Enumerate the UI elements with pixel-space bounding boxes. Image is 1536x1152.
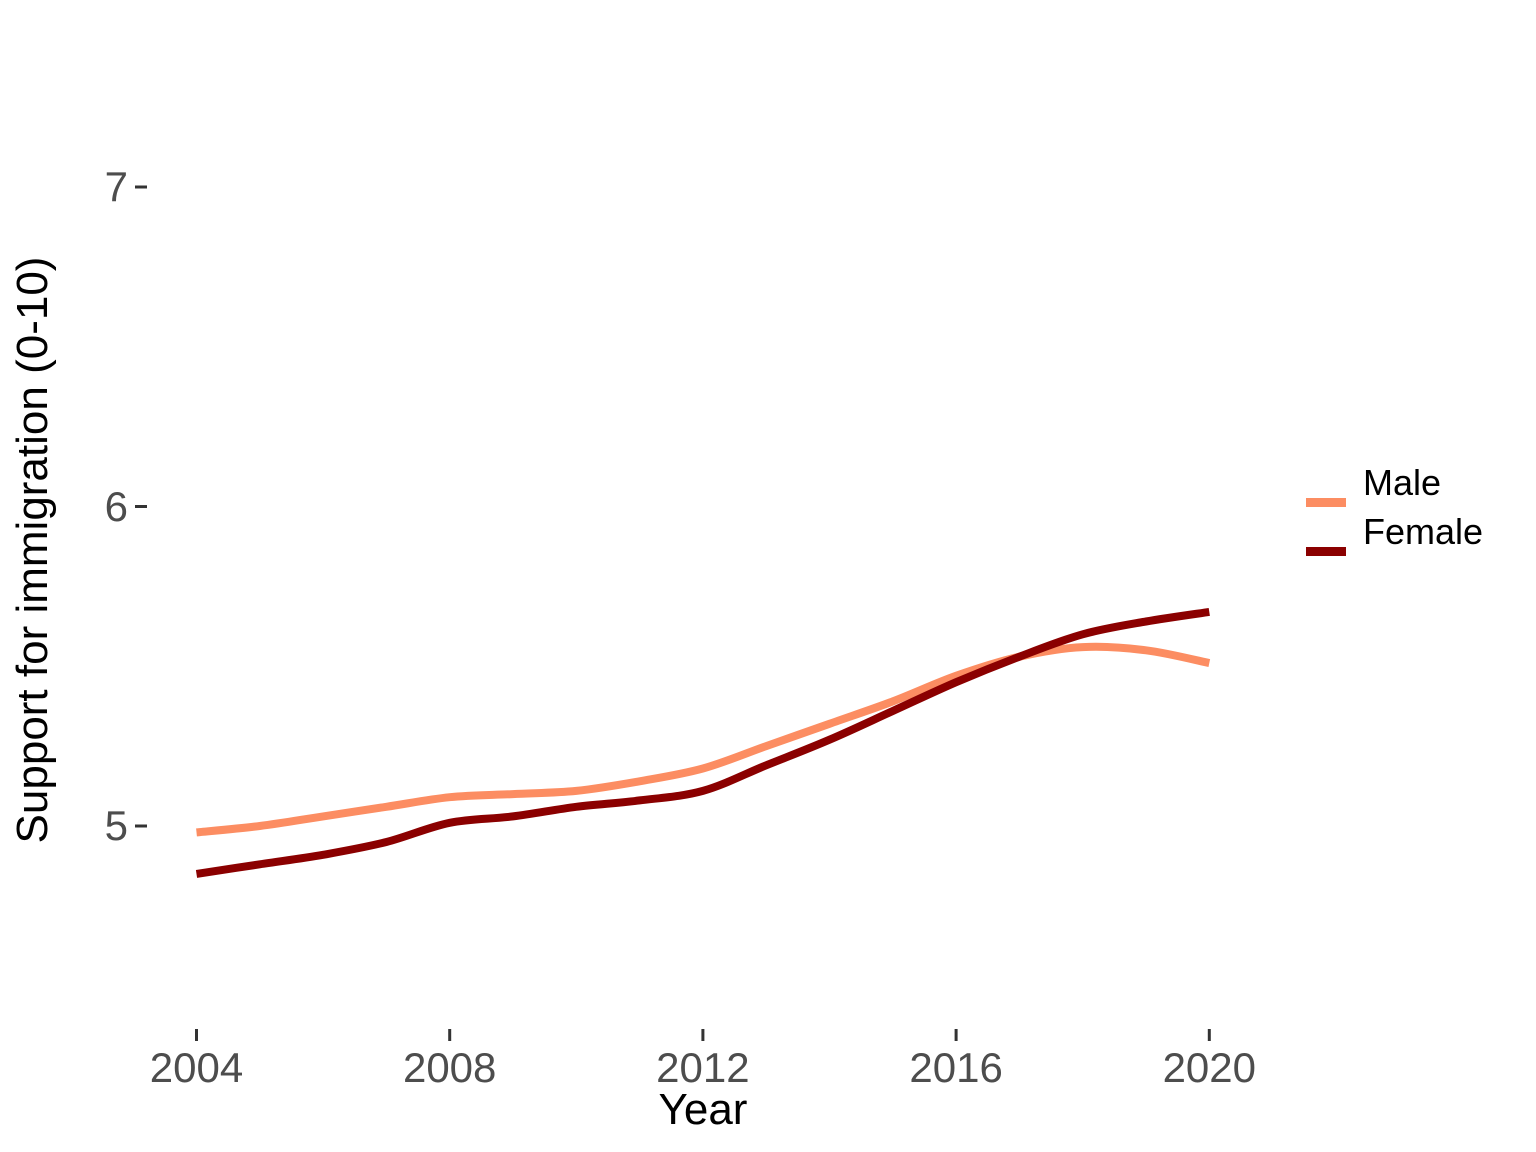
y-tick-label: 7 xyxy=(104,163,128,210)
male-line-swatch xyxy=(1306,498,1346,507)
legend-label-male: Male xyxy=(1363,462,1442,503)
y-tick-label: 5 xyxy=(104,802,128,849)
x-tick-label: 2004 xyxy=(149,1044,244,1091)
x-tick-label: 2012 xyxy=(656,1044,750,1091)
x-axis-title: Year xyxy=(658,1085,748,1134)
series-line-male xyxy=(196,642,1211,837)
female-line-swatch xyxy=(1306,547,1346,556)
y-axis-title: Support for immigration (0-10) xyxy=(8,256,57,844)
x-tick-label: 2008 xyxy=(402,1044,497,1091)
series-line-female xyxy=(195,607,1210,878)
legend-label-female: Female xyxy=(1363,511,1484,552)
x-tick-label: 2016 xyxy=(909,1044,1003,1091)
y-tick-label: 6 xyxy=(104,482,128,530)
x-tick-label: 2020 xyxy=(1162,1044,1257,1091)
